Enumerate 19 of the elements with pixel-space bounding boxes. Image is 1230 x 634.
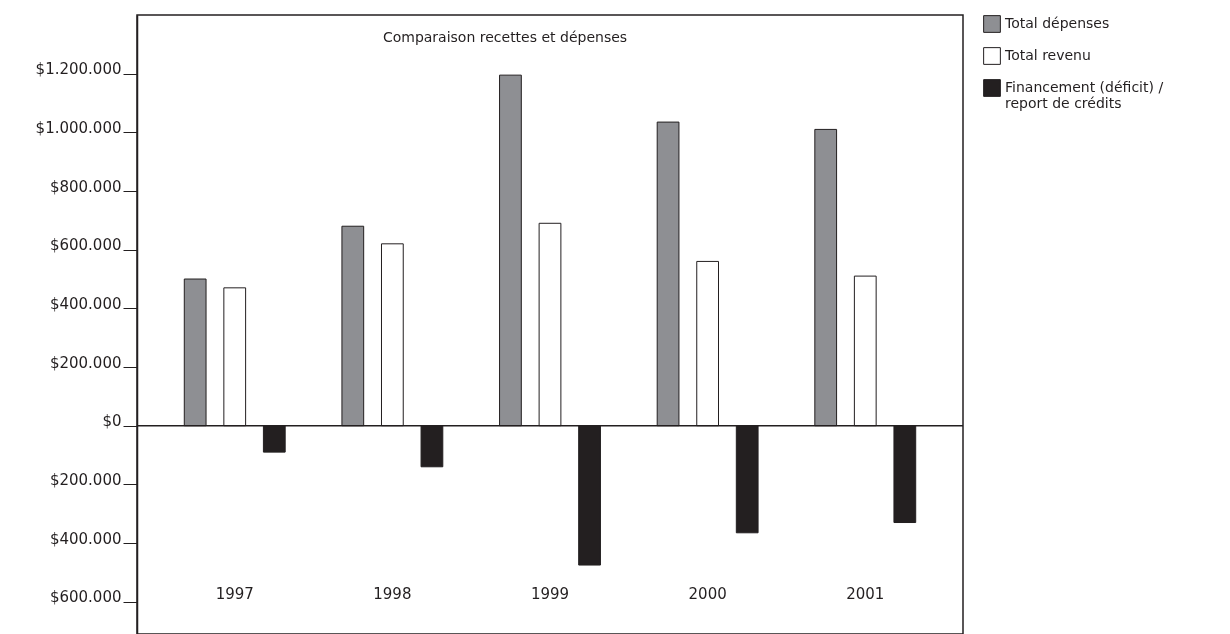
- y-tick-label: $200.000: [49, 470, 122, 489]
- y-tick-label: $1.200.000: [35, 60, 122, 79]
- y-tick-label: $400.000: [49, 294, 122, 313]
- y-tick-label: $600.000: [49, 236, 122, 255]
- y-tick-label: $200.000: [49, 353, 122, 372]
- legend-label: Total dépenses: [1004, 15, 1110, 31]
- legend-label: Financement (déficit) / report de crédits: [1005, 79, 1164, 111]
- x-tick-label: 2001: [846, 584, 885, 603]
- y-tick-label: $400.000: [49, 529, 122, 548]
- x-tick-label: 1998: [373, 584, 412, 603]
- legend-label: Total revenu: [1004, 47, 1091, 63]
- x-tick-label: 1997: [215, 584, 254, 603]
- y-tick-label: $800.000: [49, 177, 122, 196]
- x-tick-label: 2000: [688, 584, 727, 603]
- x-tick-label: 1999: [530, 584, 570, 603]
- y-tick-label: $1.000.000: [35, 118, 122, 137]
- text: Comparaison recettes et dépenses: [382, 29, 628, 45]
- y-tick-label: $0: [102, 412, 122, 431]
- y-tick-label: $600.000: [49, 588, 122, 607]
